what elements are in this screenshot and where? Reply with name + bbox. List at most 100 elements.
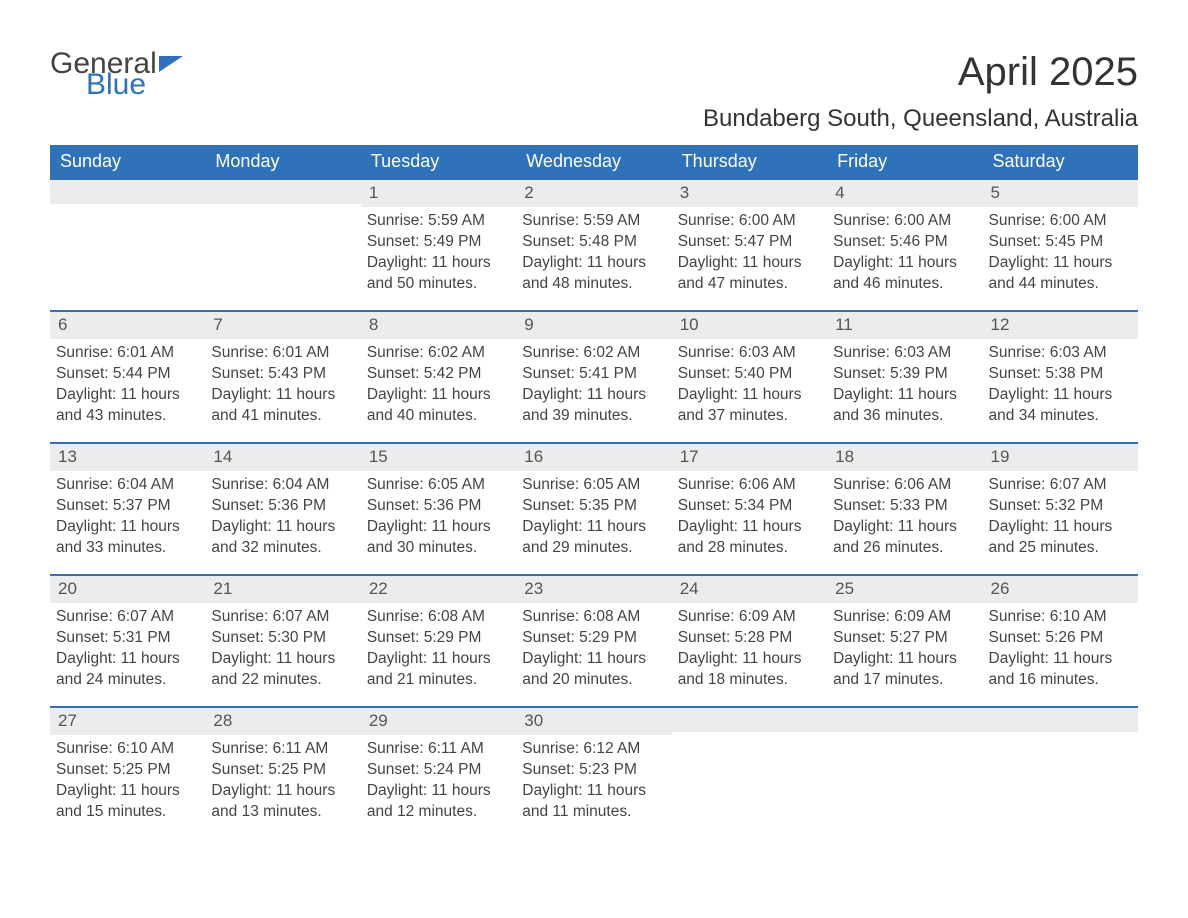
sunset-text: Sunset: 5:33 PM	[833, 496, 976, 517]
day-number: 28	[205, 708, 360, 735]
daylight-text: Daylight: 11 hours and 17 minutes.	[833, 649, 976, 691]
weekday-header: Tuesday	[361, 145, 516, 178]
day-number: 14	[205, 444, 360, 471]
day-number: 30	[516, 708, 671, 735]
week-row: 13Sunrise: 6:04 AMSunset: 5:37 PMDayligh…	[50, 442, 1138, 574]
day-cell: 8Sunrise: 6:02 AMSunset: 5:42 PMDaylight…	[361, 312, 516, 442]
daylight-text: Daylight: 11 hours and 18 minutes.	[678, 649, 821, 691]
day-cell: 25Sunrise: 6:09 AMSunset: 5:27 PMDayligh…	[827, 576, 982, 706]
day-cell: 18Sunrise: 6:06 AMSunset: 5:33 PMDayligh…	[827, 444, 982, 574]
sunrise-text: Sunrise: 6:07 AM	[989, 475, 1132, 496]
day-number: 26	[983, 576, 1138, 603]
calendar: Sunday Monday Tuesday Wednesday Thursday…	[50, 145, 1138, 838]
sunset-text: Sunset: 5:40 PM	[678, 364, 821, 385]
day-details: Sunrise: 6:06 AMSunset: 5:33 PMDaylight:…	[833, 475, 976, 559]
sunset-text: Sunset: 5:23 PM	[522, 760, 665, 781]
sunset-text: Sunset: 5:43 PM	[211, 364, 354, 385]
day-cell: 26 Sunrise: 6:10 AMSunset: 5:26 PMDayligh…	[983, 576, 1138, 706]
daylight-text: Daylight: 11 hours and 39 minutes.	[522, 385, 665, 427]
logo-triangle-icon	[159, 56, 183, 72]
week-row: 1Sunrise: 5:59 AMSunset: 5:49 PMDaylight…	[50, 178, 1138, 310]
sunset-text: Sunset: 5:24 PM	[367, 760, 510, 781]
day-number: 4	[827, 180, 982, 207]
sunrise-text: Sunrise: 6:03 AM	[833, 343, 976, 364]
day-cell: 29 Sunrise: 6:11 AMSunset: 5:24 PMDayligh…	[361, 708, 516, 838]
day-details: Sunrise: 6:00 AMSunset: 5:45 PMDaylight:…	[989, 211, 1132, 295]
day-number	[983, 708, 1138, 732]
sunrise-text: Sunrise: 6:10 AM	[989, 607, 1132, 628]
header: General Blue April 2025 Bundaberg South,…	[50, 50, 1138, 133]
day-details: Sunrise: 6:03 AMSunset: 5:40 PMDaylight:…	[678, 343, 821, 427]
sunset-text: Sunset: 5:25 PM	[56, 760, 199, 781]
sunrise-text: Sunrise: 6:06 AM	[678, 475, 821, 496]
day-number: 6	[50, 312, 205, 339]
day-details: Sunrise: 6:04 AMSunset: 5:37 PMDaylight:…	[56, 475, 199, 559]
sunrise-text: Sunrise: 6:03 AM	[989, 343, 1132, 364]
daylight-text: Daylight: 11 hours and 13 minutes.	[211, 781, 354, 823]
day-number: 22	[361, 576, 516, 603]
day-cell: 24Sunrise: 6:09 AMSunset: 5:28 PMDayligh…	[672, 576, 827, 706]
sunrise-text: Sunrise: 6:07 AM	[211, 607, 354, 628]
daylight-text: Daylight: 11 hours and 44 minutes.	[989, 253, 1132, 295]
daylight-text: Daylight: 11 hours and 24 minutes.	[56, 649, 199, 691]
sunrise-text: Sunrise: 6:05 AM	[367, 475, 510, 496]
sunrise-text: Sunrise: 6:12 AM	[522, 739, 665, 760]
day-cell: 17Sunrise: 6:06 AMSunset: 5:34 PMDayligh…	[672, 444, 827, 574]
logo-text-blue: Blue	[86, 71, 183, 100]
daylight-text: Daylight: 11 hours and 21 minutes.	[367, 649, 510, 691]
day-details: Sunrise: 6:08 AMSunset: 5:29 PMDaylight:…	[522, 607, 665, 691]
day-number: 10	[672, 312, 827, 339]
sunset-text: Sunset: 5:31 PM	[56, 628, 199, 649]
day-number: 11	[827, 312, 982, 339]
day-details: Sunrise: 6:11 AMSunset: 5:24 PMDaylight:…	[367, 739, 510, 823]
sunset-text: Sunset: 5:36 PM	[211, 496, 354, 517]
day-number: 24	[672, 576, 827, 603]
day-number: 29	[361, 708, 516, 735]
day-cell: 2Sunrise: 5:59 AMSunset: 5:48 PMDaylight…	[516, 180, 671, 310]
sunrise-text: Sunrise: 5:59 AM	[522, 211, 665, 232]
logo: General Blue	[50, 50, 183, 99]
day-details: Sunrise: 6:07 AMSunset: 5:31 PMDaylight:…	[56, 607, 199, 691]
sunset-text: Sunset: 5:32 PM	[989, 496, 1132, 517]
week-row: 6Sunrise: 6:01 AMSunset: 5:44 PMDaylight…	[50, 310, 1138, 442]
day-details: Sunrise: 6:00 AMSunset: 5:46 PMDaylight:…	[833, 211, 976, 295]
day-cell: 27Sunrise: 6:10 AMSunset: 5:25 PMDayligh…	[50, 708, 205, 838]
day-cell: 19Sunrise: 6:07 AMSunset: 5:32 PMDayligh…	[983, 444, 1138, 574]
sunset-text: Sunset: 5:38 PM	[989, 364, 1132, 385]
day-number: 15	[361, 444, 516, 471]
weekday-header: Wednesday	[516, 145, 671, 178]
daylight-text: Daylight: 11 hours and 37 minutes.	[678, 385, 821, 427]
sunrise-text: Sunrise: 6:06 AM	[833, 475, 976, 496]
day-number: 7	[205, 312, 360, 339]
sunset-text: Sunset: 5:47 PM	[678, 232, 821, 253]
day-cell: 13Sunrise: 6:04 AMSunset: 5:37 PMDayligh…	[50, 444, 205, 574]
day-details: Sunrise: 6:04 AMSunset: 5:36 PMDaylight:…	[211, 475, 354, 559]
day-cell: 30Sunrise: 6:12 AMSunset: 5:23 PMDayligh…	[516, 708, 671, 838]
sunrise-text: Sunrise: 6:10 AM	[56, 739, 199, 760]
daylight-text: Daylight: 11 hours and 16 minutes.	[989, 649, 1132, 691]
sunset-text: Sunset: 5:44 PM	[56, 364, 199, 385]
sunset-text: Sunset: 5:39 PM	[833, 364, 976, 385]
day-number: 21	[205, 576, 360, 603]
day-cell: 11Sunrise: 6:03 AMSunset: 5:39 PMDayligh…	[827, 312, 982, 442]
daylight-text: Daylight: 11 hours and 30 minutes.	[367, 517, 510, 559]
daylight-text: Daylight: 11 hours and 26 minutes.	[833, 517, 976, 559]
day-cell: 23Sunrise: 6:08 AMSunset: 5:29 PMDayligh…	[516, 576, 671, 706]
sunrise-text: Sunrise: 6:04 AM	[56, 475, 199, 496]
day-number: 16	[516, 444, 671, 471]
day-cell: 16Sunrise: 6:05 AMSunset: 5:35 PMDayligh…	[516, 444, 671, 574]
sunset-text: Sunset: 5:49 PM	[367, 232, 510, 253]
sunset-text: Sunset: 5:26 PM	[989, 628, 1132, 649]
daylight-text: Daylight: 11 hours and 22 minutes.	[211, 649, 354, 691]
sunrise-text: Sunrise: 6:05 AM	[522, 475, 665, 496]
day-cell: 10 Sunrise: 6:03 AMSunset: 5:40 PMDayligh…	[672, 312, 827, 442]
sunset-text: Sunset: 5:37 PM	[56, 496, 199, 517]
sunset-text: Sunset: 5:27 PM	[833, 628, 976, 649]
day-cell: 4 Sunrise: 6:00 AMSunset: 5:46 PMDaylight…	[827, 180, 982, 310]
daylight-text: Daylight: 11 hours and 15 minutes.	[56, 781, 199, 823]
day-details: Sunrise: 5:59 AMSunset: 5:48 PMDaylight:…	[522, 211, 665, 295]
weekday-header-row: Sunday Monday Tuesday Wednesday Thursday…	[50, 145, 1138, 178]
title-block: April 2025 Bundaberg South, Queensland, …	[703, 50, 1138, 133]
day-number: 12	[983, 312, 1138, 339]
day-cell: 9Sunrise: 6:02 AMSunset: 5:41 PMDaylight…	[516, 312, 671, 442]
